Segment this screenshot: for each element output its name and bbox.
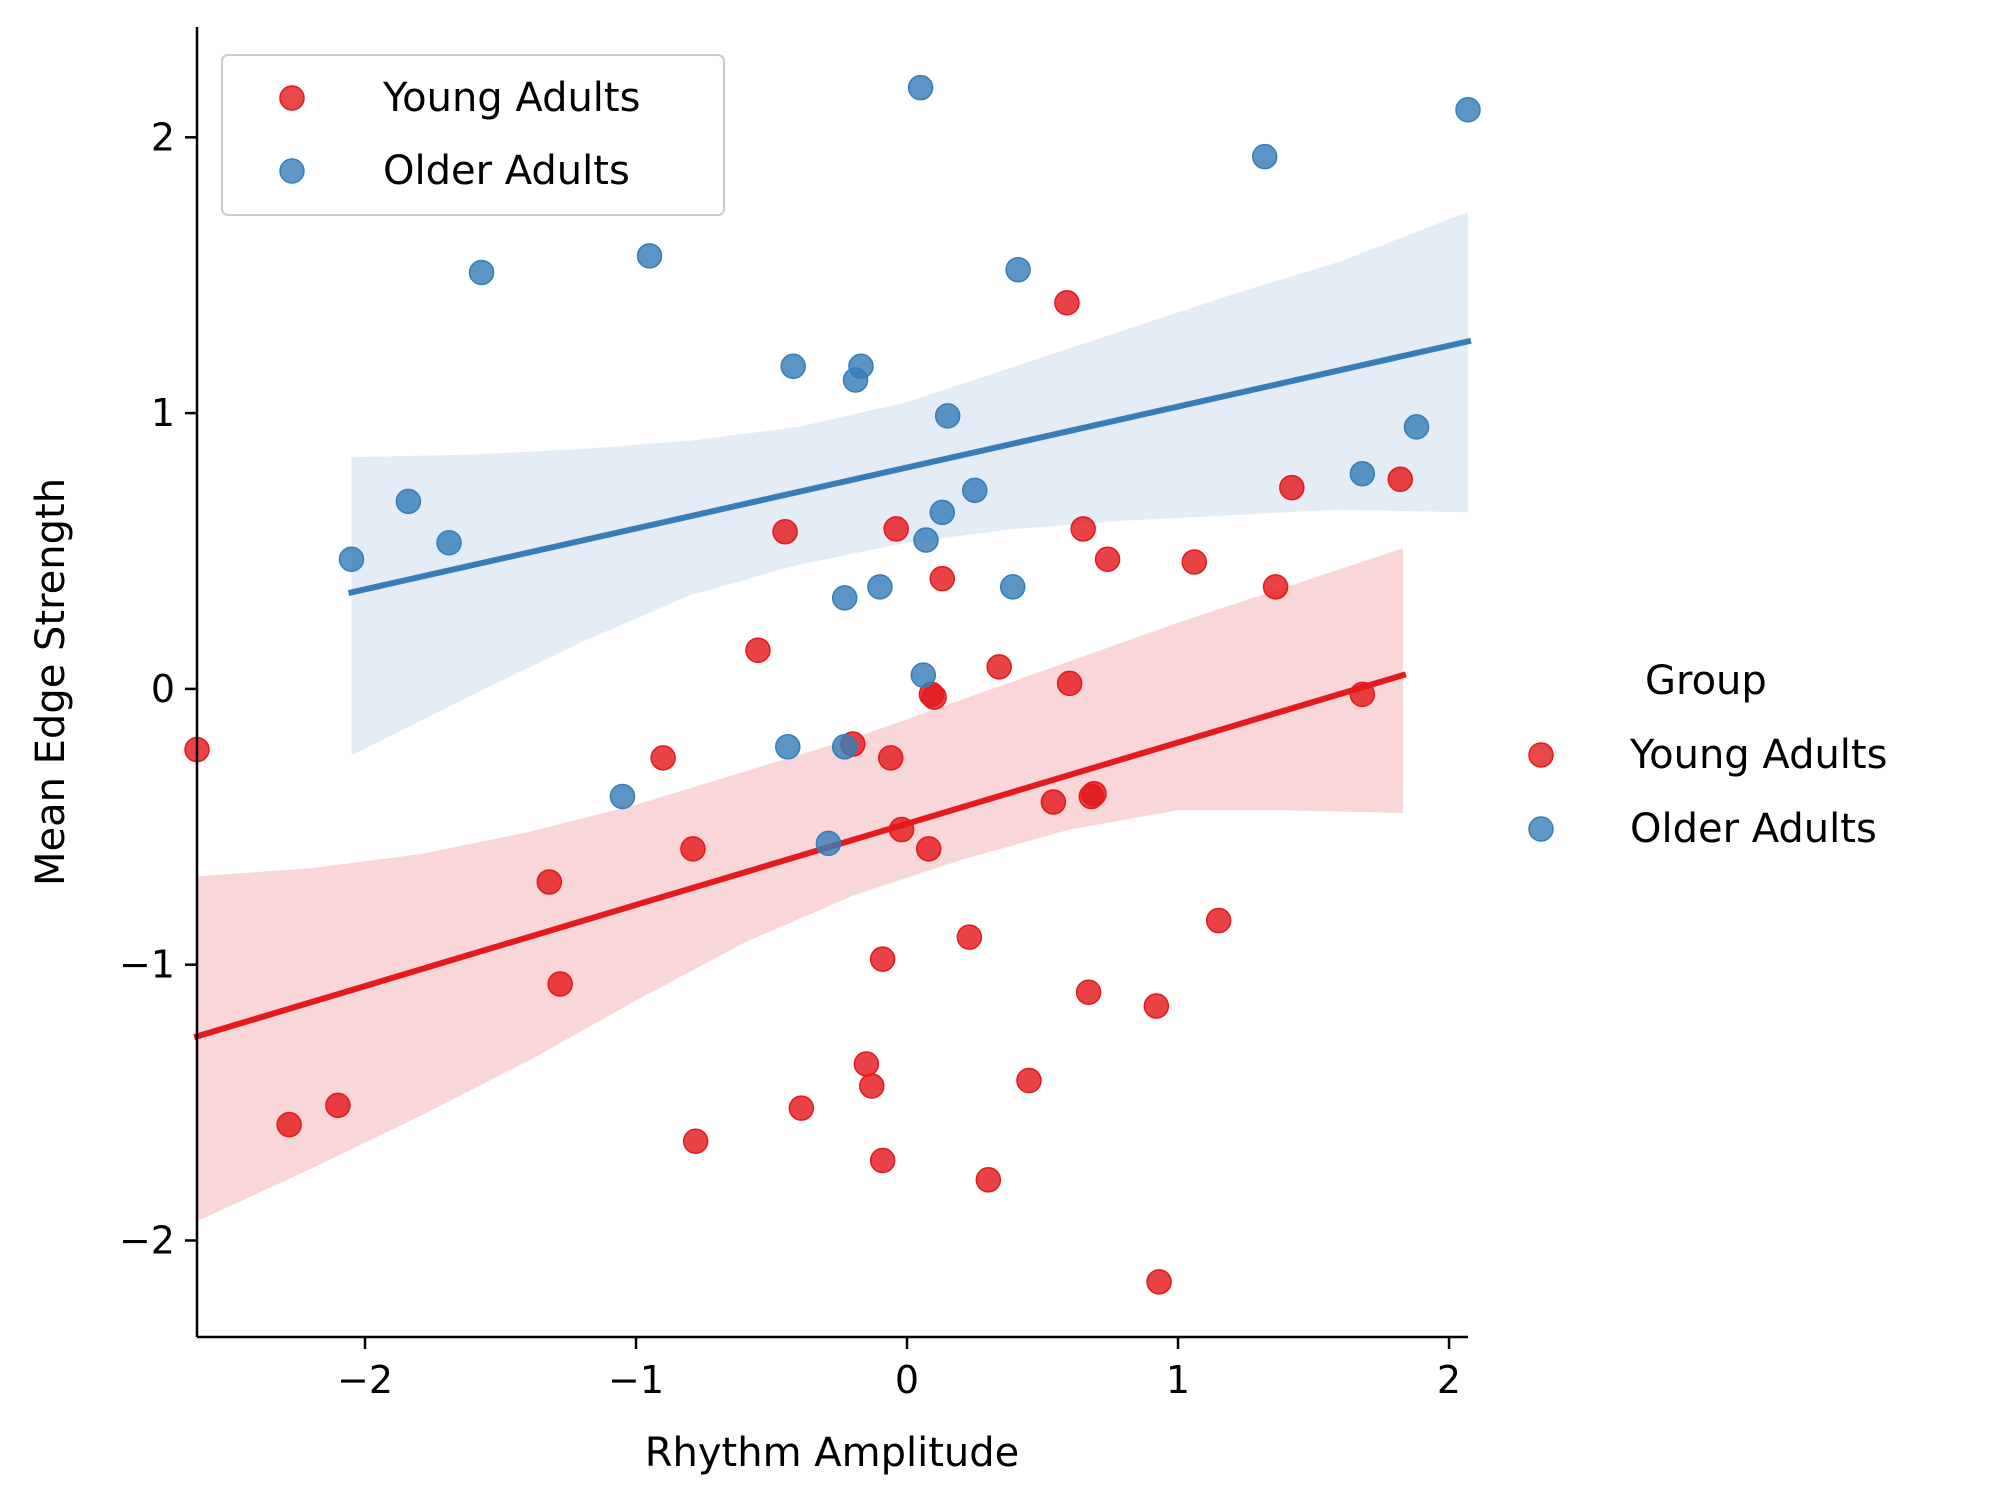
point-older-adults: [338, 546, 365, 573]
point-young-adults: [869, 1147, 896, 1174]
point-young-adults: [1181, 549, 1208, 575]
point-older-adults: [999, 574, 1026, 600]
point-young-adults: [547, 971, 573, 997]
point-older-adults: [609, 783, 636, 810]
point-young-adults: [1075, 979, 1102, 1006]
data-points: [184, 74, 1481, 1295]
x-ticks: −2 −1 0 1 2: [337, 1337, 1461, 1402]
point-older-adults: [468, 259, 495, 286]
point-older-adults: [775, 734, 801, 760]
confidence-bands: [197, 211, 1468, 1222]
point-young-adults: [1040, 789, 1067, 815]
point-young-adults: [682, 1128, 709, 1154]
point-young-adults: [1081, 780, 1107, 807]
regression-line-young-adults: [193, 671, 1407, 1041]
legend-marker-older: [279, 158, 305, 184]
legend-outside-marker-young: [1528, 742, 1554, 768]
point-young-adults: [325, 1092, 351, 1119]
point-older-adults: [910, 662, 937, 688]
point-older-adults: [848, 353, 874, 379]
point-older-adults: [913, 527, 939, 553]
point-young-adults: [956, 924, 983, 950]
point-older-adults: [962, 477, 988, 504]
legend-outside-label-older: Older Adults: [1630, 806, 1877, 852]
point-young-adults: [1262, 574, 1289, 600]
point-young-adults: [986, 654, 1012, 680]
point-young-adults: [1054, 290, 1080, 316]
point-older-adults: [780, 353, 806, 379]
point-older-adults: [1403, 414, 1430, 440]
point-older-adults: [831, 734, 858, 760]
point-older-adults: [1251, 143, 1278, 170]
point-young-adults: [929, 565, 956, 592]
point-older-adults: [815, 830, 842, 857]
point-older-adults: [934, 403, 961, 429]
point-young-adults: [853, 1051, 880, 1077]
point-young-adults: [921, 684, 947, 710]
point-older-adults: [1005, 256, 1031, 283]
y-tick-label: 0: [151, 667, 175, 711]
y-tick-label: −2: [119, 1218, 175, 1262]
legend-marker-young: [279, 85, 305, 111]
ci-band-young-adults: [197, 548, 1403, 1222]
legend-label-young: Young Adults: [382, 75, 640, 121]
point-young-adults: [1070, 516, 1096, 542]
point-young-adults: [878, 745, 904, 771]
point-older-adults: [1455, 96, 1481, 123]
point-young-adults: [1387, 466, 1413, 493]
point-young-adults: [1205, 907, 1232, 934]
point-older-adults: [831, 585, 858, 611]
point-young-adults: [859, 1073, 885, 1099]
x-tick-label: 1: [1166, 1358, 1190, 1402]
point-young-adults: [915, 836, 942, 862]
point-young-adults: [888, 816, 915, 843]
point-older-adults: [436, 529, 462, 556]
point-young-adults: [772, 518, 798, 545]
y-ticks: −2 −1 0 1 2: [119, 115, 197, 1262]
point-young-adults: [869, 946, 896, 972]
legend-outside-marker-older: [1528, 816, 1554, 842]
regression-lines: [193, 337, 1472, 1041]
point-young-adults: [1279, 474, 1305, 501]
y-tick-label: 2: [151, 115, 175, 159]
point-older-adults: [929, 499, 956, 526]
point-young-adults: [1094, 546, 1121, 573]
x-tick-label: −1: [608, 1358, 664, 1402]
x-tick-label: −2: [337, 1358, 393, 1402]
point-young-adults: [788, 1095, 815, 1121]
ci-band-older-adults: [351, 211, 1468, 756]
point-young-adults: [276, 1111, 302, 1138]
legend-title: Group: [1645, 658, 1767, 704]
y-tick-label: −1: [119, 943, 175, 987]
point-older-adults: [1349, 461, 1376, 487]
legend-outside: Group Young Adults Older Adults: [1528, 658, 1887, 852]
point-older-adults: [867, 574, 893, 600]
point-young-adults: [1056, 670, 1083, 697]
point-older-adults: [636, 243, 663, 269]
point-young-adults: [975, 1167, 1002, 1193]
point-young-adults: [1146, 1269, 1172, 1295]
x-axis-label: Rhythm Amplitude: [645, 1430, 1020, 1476]
point-young-adults: [650, 745, 676, 771]
point-older-adults: [395, 488, 422, 515]
point-young-adults: [1349, 681, 1376, 708]
regression-line-older-adults: [347, 337, 1472, 596]
point-young-adults: [1143, 993, 1170, 1019]
legend-inside: Young Adults Older Adults: [221, 54, 725, 216]
y-tick-label: 1: [151, 391, 175, 435]
y-axis-label: Mean Edge Strength: [28, 478, 74, 886]
legend-outside-label-young: Young Adults: [1629, 732, 1887, 778]
point-young-adults: [680, 836, 706, 862]
point-young-adults: [745, 637, 771, 664]
legend-box: [221, 54, 725, 216]
x-tick-label: 0: [895, 1358, 919, 1402]
x-tick-label: 2: [1437, 1358, 1461, 1402]
legend-label-older: Older Adults: [383, 148, 630, 194]
point-young-adults: [1016, 1067, 1042, 1094]
point-young-adults: [883, 516, 909, 542]
point-older-adults: [907, 74, 934, 101]
point-young-adults: [536, 869, 563, 895]
